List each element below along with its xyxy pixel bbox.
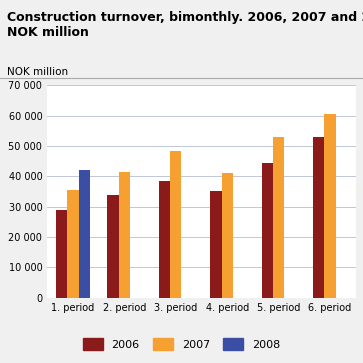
Bar	[78, 170, 90, 298]
Bar	[159, 181, 170, 298]
Bar	[313, 137, 325, 298]
Bar	[221, 173, 233, 298]
Text: Construction turnover, bimonthly. 2006, 2007 and 2008.
NOK million: Construction turnover, bimonthly. 2006, …	[7, 11, 363, 39]
Bar	[56, 210, 67, 298]
Legend: 2006, 2007, 2008: 2006, 2007, 2008	[79, 334, 284, 354]
Text: NOK million: NOK million	[7, 67, 68, 77]
Bar	[107, 195, 119, 298]
Bar	[262, 163, 273, 298]
Bar	[67, 190, 78, 298]
Bar	[119, 172, 130, 298]
Bar	[325, 114, 336, 298]
Bar	[273, 137, 284, 298]
Bar	[210, 192, 221, 298]
Bar	[170, 151, 182, 298]
